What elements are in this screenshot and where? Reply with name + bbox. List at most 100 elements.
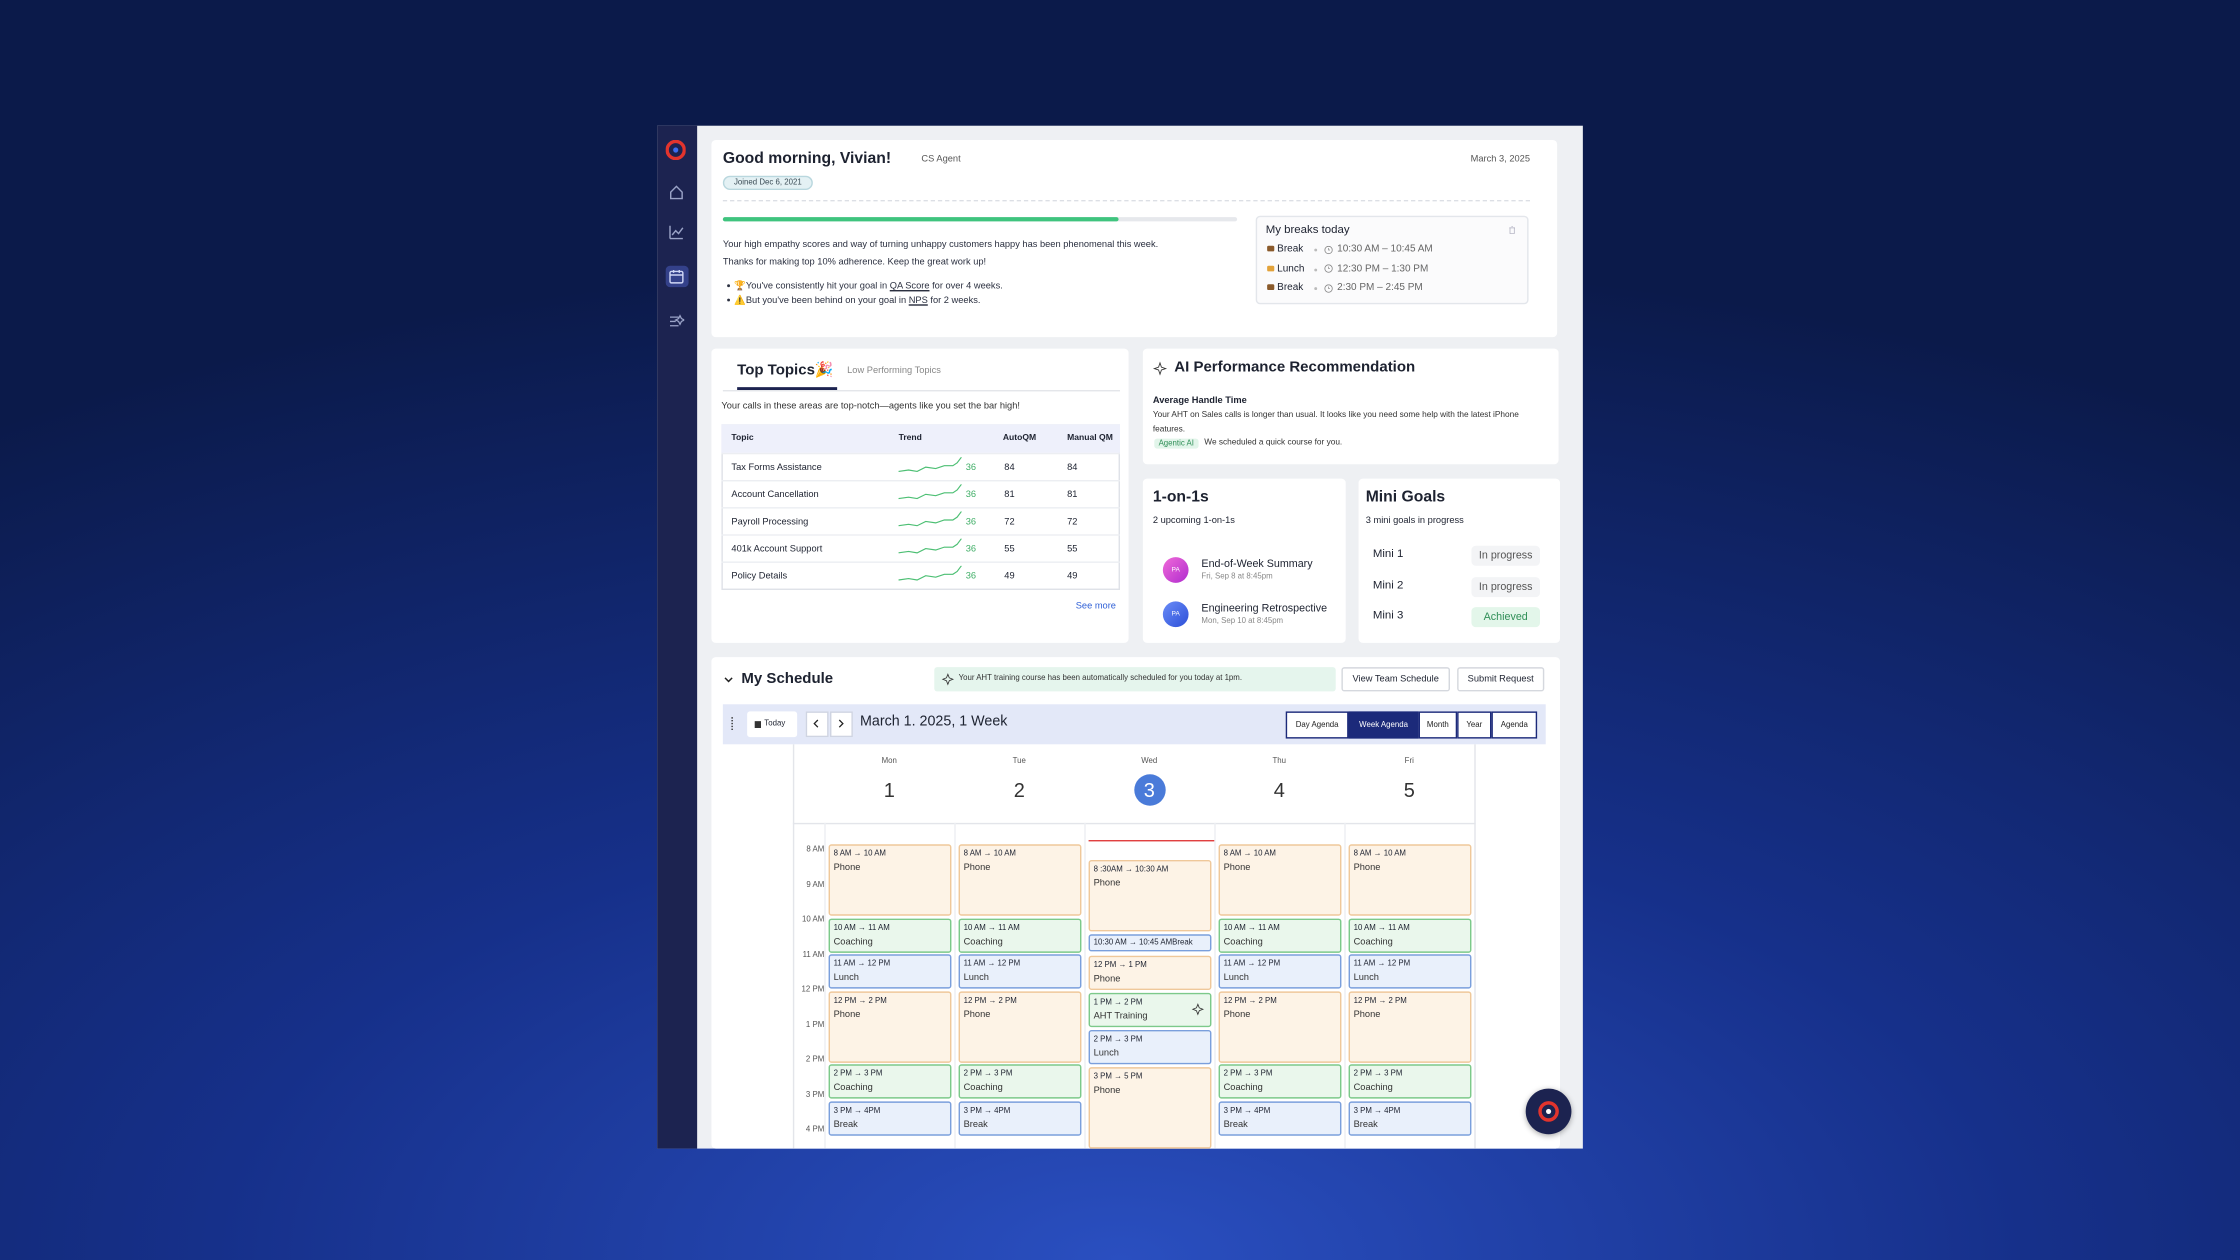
bullet-text: for over 4 weeks. [929, 281, 1003, 292]
hour-label: 1 PM [805, 1020, 825, 1030]
event-block[interactable]: 3 PM → 5 PM Phone [1087, 1067, 1211, 1149]
event-time: 2 PM → 3 PM [833, 1069, 883, 1079]
event-block[interactable]: 12 PM → 2 PM Phone [957, 991, 1081, 1063]
view-tab[interactable]: Year [1457, 711, 1492, 739]
see-more[interactable]: See more [1075, 601, 1116, 612]
nav-ai [669, 314, 685, 327]
event-label: Break [1172, 938, 1193, 948]
cell: 49 [1004, 571, 1015, 582]
event-label: Phone [1223, 1009, 1251, 1020]
event-label: Phone [1093, 1085, 1121, 1096]
event-time: 11 AM → 12 PM [1223, 959, 1281, 969]
event-block[interactable]: 2 PM → 3 PM Coaching [1347, 1064, 1471, 1099]
event-block[interactable]: 2 PM → 3 PM Coaching [1217, 1064, 1341, 1099]
event-block[interactable]: 10:30 AM → 10:45 AM Break [1087, 934, 1211, 952]
event-label: Coaching [963, 1082, 1003, 1093]
event-block[interactable]: 11 AM → 12 PM Lunch [1217, 954, 1341, 989]
icon-part [669, 269, 683, 276]
event-block[interactable]: 2 PM → 3 PM Coaching [957, 1064, 1081, 1099]
day-number: 5 [1403, 778, 1415, 802]
icon-part [941, 673, 955, 686]
bullet-link[interactable]: QA Score [889, 281, 930, 292]
hour-label: 9 AM [806, 880, 825, 890]
event-block[interactable]: 12 PM → 2 PM Phone [1217, 991, 1341, 1063]
event-block[interactable]: 2 PM → 3 PM Lunch [1087, 1029, 1211, 1065]
icon-part [813, 719, 819, 728]
summary-bullet: 🏆You've consistently hit your goal in QA… [727, 280, 1003, 291]
goal-name: Mini 3 [1372, 608, 1404, 622]
day-number: 3 [1143, 778, 1155, 802]
break-icon [1267, 264, 1275, 271]
cell: 55 [1067, 544, 1078, 555]
trend-value: 36 [965, 571, 977, 582]
event-block[interactable]: 10 AM → 11 AM Coaching [957, 918, 1081, 953]
event-block[interactable]: 10 AM → 11 AM Coaching [1217, 918, 1341, 953]
trend-value: 36 [965, 544, 977, 555]
event-block[interactable]: 8 AM → 10 AM Phone [1217, 844, 1341, 916]
event-block[interactable]: 10 AM → 11 AM Coaching [827, 918, 951, 953]
icon-part [1324, 264, 1333, 273]
event-block[interactable]: 11 AM → 12 PM Lunch [827, 954, 951, 989]
event-block[interactable]: 3 PM → 4PM Break [1347, 1101, 1471, 1136]
event-label: Phone [1353, 1009, 1381, 1020]
event-label: Lunch [1353, 972, 1379, 983]
icon-part [898, 484, 962, 500]
event-time: 10 AM → 11 AM [1353, 924, 1410, 933]
event-block[interactable]: 8 AM → 10 AM Phone [1347, 844, 1471, 916]
bullet-dot [727, 297, 730, 301]
event-block[interactable]: 1 PM → 2 PM AHT Training [1087, 992, 1211, 1028]
view-tab[interactable]: Month [1418, 711, 1458, 739]
event-label: AHT Training [1093, 1011, 1148, 1022]
goal-status: In progress [1471, 576, 1540, 597]
event-block[interactable]: 3 PM → 4PM Break [957, 1101, 1081, 1136]
event-block[interactable]: 8 AM → 10 AM Phone [957, 844, 1081, 916]
separator-dot [1314, 248, 1318, 252]
event-label: Phone [1093, 878, 1121, 889]
tab-underline [737, 387, 838, 390]
break-time: 12:30 PM – 1:30 PM [1337, 263, 1429, 274]
button[interactable]: View Team Schedule [1341, 667, 1450, 692]
event-label: Lunch [1223, 972, 1249, 983]
button[interactable]: Submit Request [1457, 667, 1545, 692]
view-tab[interactable]: Agenda [1491, 711, 1538, 739]
notice-text: Your AHT training course has been automa… [958, 674, 1243, 683]
event-time: 12 PM → 2 PM [1223, 997, 1277, 1006]
event-block[interactable]: 3 PM → 4PM Break [827, 1101, 951, 1136]
role: CS Agent [921, 154, 961, 165]
event-block[interactable]: 12 PM → 1 PM Phone [1087, 955, 1211, 990]
event-block[interactable]: 2 PM → 3 PM Coaching [827, 1064, 951, 1099]
bullet-link[interactable]: NPS [908, 295, 928, 306]
event-block[interactable]: 12 PM → 2 PM Phone [827, 991, 951, 1063]
event-time: 8 AM → 10 AM [963, 849, 1016, 859]
event-block[interactable]: 8 :30AM → 10:30 AM Phone [1087, 859, 1211, 932]
tab-active[interactable]: Top Topics🎉 [737, 361, 834, 379]
tab[interactable]: Low Performing Topics [847, 365, 941, 376]
event-block[interactable]: 8 AM → 10 AM Phone [827, 844, 951, 916]
header-divider [792, 822, 1476, 825]
event-block[interactable]: 11 AM → 12 PM Lunch [957, 954, 1081, 989]
trend-value: 36 [965, 489, 977, 500]
more-menu[interactable] [731, 717, 735, 730]
collapse-chevron [724, 677, 733, 683]
sparkle-icon [941, 673, 955, 686]
event-block[interactable]: 11 AM → 12 PM Lunch [1347, 954, 1471, 989]
event-block[interactable]: 12 PM → 2 PM Phone [1347, 991, 1471, 1063]
event-label: Coaching [1353, 937, 1393, 948]
event-label: Break [1223, 1119, 1248, 1130]
event-time: 3 PM → 4PM [1353, 1107, 1401, 1116]
ai-title: AI Performance Recommendation [1174, 358, 1416, 376]
view-tab[interactable]: Day Agenda [1285, 711, 1349, 739]
one-on-ones-title: 1-on-1s [1152, 488, 1209, 506]
view-tab[interactable]: Week Agenda [1348, 711, 1419, 739]
break-label: Break [1277, 244, 1304, 255]
event-block[interactable]: 10 AM → 11 AM Coaching [1347, 918, 1471, 953]
event-time: 12 PM → 1 PM [1093, 961, 1147, 970]
event-block[interactable]: 3 PM → 4PM Break [1217, 1101, 1341, 1136]
icon-part [669, 270, 684, 284]
icon-part [1324, 283, 1333, 292]
nav-schedule [669, 269, 684, 284]
prev-button[interactable] [805, 711, 829, 738]
one-on-ones-subtitle: 2 upcoming 1-on-1s [1152, 515, 1235, 526]
